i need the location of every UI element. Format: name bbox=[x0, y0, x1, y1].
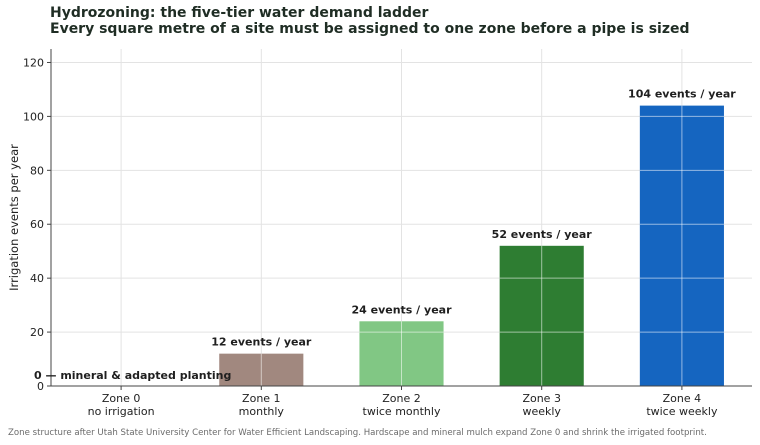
y-tick-label: 40 bbox=[30, 272, 44, 285]
x-tick-label: Zone 1 bbox=[242, 392, 281, 405]
data-label: 12 events / year bbox=[211, 336, 312, 349]
footnote: Zone structure after Utah State Universi… bbox=[8, 428, 707, 438]
y-tick-label: 80 bbox=[30, 164, 44, 177]
y-tick-label: 60 bbox=[30, 218, 44, 231]
y-axis-label: Irrigation events per year bbox=[7, 144, 21, 291]
data-label: 0 — mineral & adapted planting bbox=[34, 369, 231, 382]
data-label: 24 events / year bbox=[351, 303, 452, 316]
chart-subtitle: Every square metre of a site must be ass… bbox=[50, 21, 690, 37]
x-tick-label: Zone 3 bbox=[522, 392, 561, 405]
y-tick-label: 20 bbox=[30, 326, 44, 339]
data-label: 104 events / year bbox=[628, 88, 736, 101]
x-tick-label: Zone 2 bbox=[382, 392, 421, 405]
data-label: 52 events / year bbox=[492, 228, 593, 241]
y-tick-label: 100 bbox=[23, 110, 44, 123]
x-tick-sublabel: monthly bbox=[239, 405, 285, 418]
y-tick-label: 120 bbox=[23, 56, 44, 69]
x-tick-label: Zone 4 bbox=[663, 392, 702, 405]
x-tick-sublabel: weekly bbox=[522, 405, 561, 418]
x-tick-label: Zone 0 bbox=[102, 392, 141, 405]
y-tick-label: 0 bbox=[37, 380, 44, 393]
x-tick-sublabel: no irrigation bbox=[88, 405, 155, 418]
chart-title: Hydrozoning: the five-tier water demand … bbox=[50, 5, 429, 21]
x-tick-sublabel: twice monthly bbox=[363, 405, 441, 418]
x-tick-sublabel: twice weekly bbox=[646, 405, 718, 418]
